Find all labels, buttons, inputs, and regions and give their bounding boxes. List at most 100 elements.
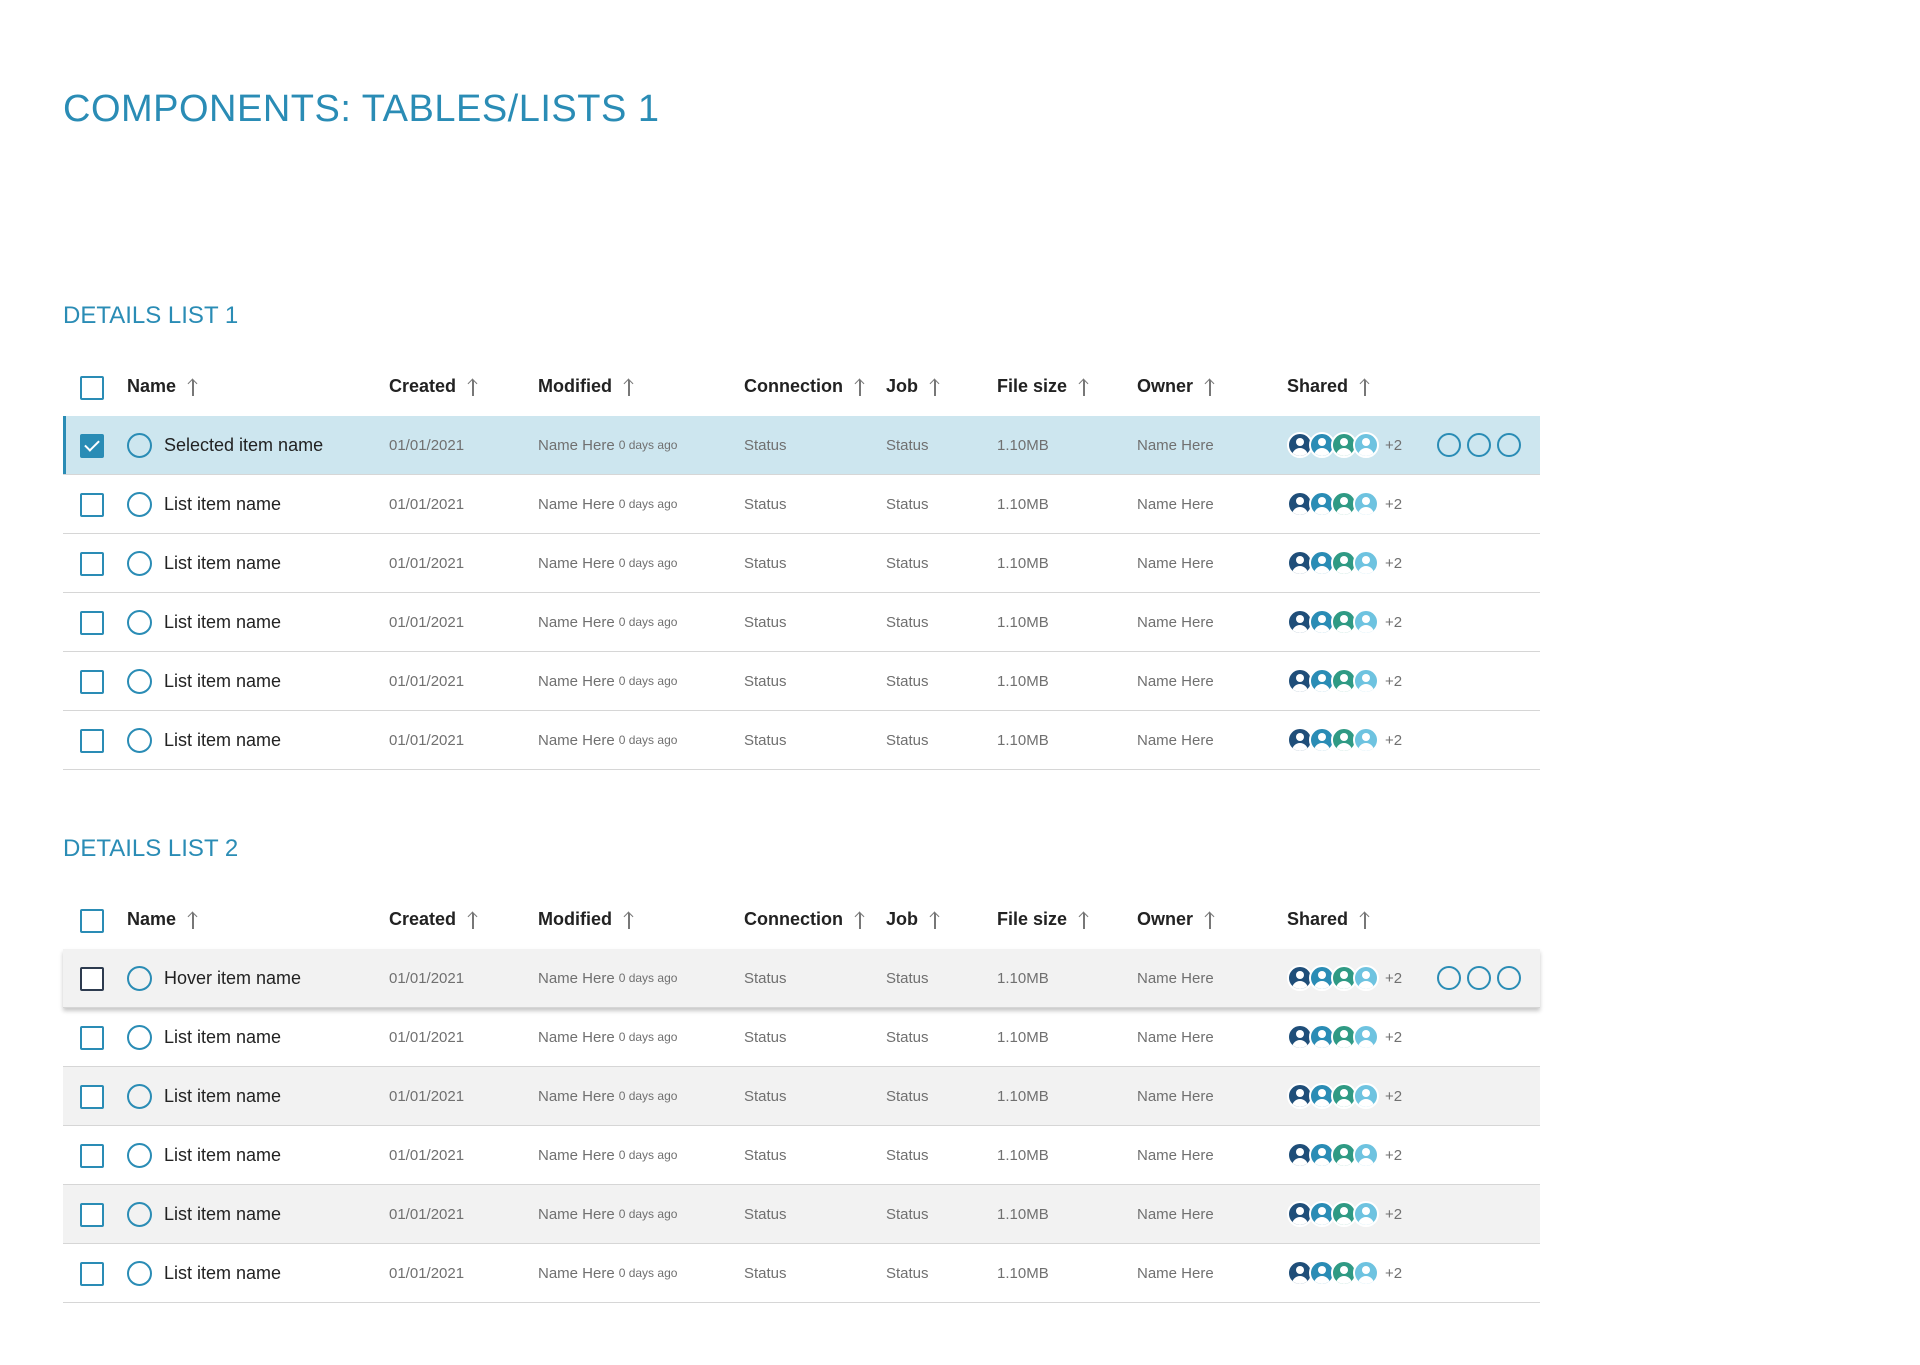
shared-more-count[interactable]: +2 bbox=[1385, 1146, 1403, 1164]
row-radio-icon[interactable] bbox=[127, 966, 152, 991]
sort-arrow-up-icon[interactable] bbox=[1205, 378, 1215, 396]
table-row[interactable]: List item name 01/01/2021 Name Here 0 days … bbox=[63, 1244, 1540, 1303]
sort-arrow-up-icon[interactable] bbox=[624, 911, 634, 929]
item-name[interactable]: List item name bbox=[164, 670, 282, 691]
sort-arrow-up-icon[interactable] bbox=[468, 911, 478, 929]
shared-avatars[interactable] bbox=[1287, 1024, 1379, 1050]
column-header-job[interactable]: Job bbox=[886, 357, 940, 416]
column-header-file-size[interactable]: File size bbox=[997, 357, 1089, 416]
row-radio-icon[interactable] bbox=[127, 492, 152, 517]
shared-more-count[interactable]: +2 bbox=[1385, 969, 1403, 987]
shared-more-count[interactable]: +2 bbox=[1385, 554, 1403, 572]
item-name[interactable]: Hover item name bbox=[164, 967, 302, 988]
shared-avatars[interactable] bbox=[1287, 1201, 1379, 1227]
column-header-created[interactable]: Created bbox=[389, 357, 478, 416]
sort-arrow-up-icon[interactable] bbox=[1079, 378, 1089, 396]
sort-arrow-up-icon[interactable] bbox=[1360, 378, 1370, 396]
shared-more-count[interactable]: +2 bbox=[1385, 1028, 1403, 1046]
shared-avatars[interactable] bbox=[1287, 432, 1379, 458]
table-row[interactable]: List item name 01/01/2021 Name Here 0 days … bbox=[63, 652, 1540, 711]
table-row[interactable]: List item name 01/01/2021 Name Here 0 days … bbox=[63, 534, 1540, 593]
column-header-owner[interactable]: Owner bbox=[1137, 357, 1215, 416]
row-checkbox[interactable] bbox=[80, 1026, 104, 1050]
row-radio-icon[interactable] bbox=[127, 728, 152, 753]
table-row[interactable]: List item name 01/01/2021 Name Here 0 days … bbox=[63, 593, 1540, 652]
item-name[interactable]: Selected item name bbox=[164, 434, 324, 455]
sort-arrow-up-icon[interactable] bbox=[930, 378, 940, 396]
sort-arrow-up-icon[interactable] bbox=[855, 378, 865, 396]
row-checkbox[interactable] bbox=[80, 1144, 104, 1168]
item-name[interactable]: List item name bbox=[164, 552, 282, 573]
row-checkbox[interactable] bbox=[80, 552, 104, 576]
action-circle-icon[interactable] bbox=[1467, 433, 1491, 457]
row-radio-icon[interactable] bbox=[127, 1261, 152, 1286]
column-header-shared[interactable]: Shared bbox=[1287, 357, 1370, 416]
item-name[interactable]: List item name bbox=[164, 1085, 282, 1106]
shared-more-count[interactable]: +2 bbox=[1385, 731, 1403, 749]
sort-arrow-up-icon[interactable] bbox=[855, 911, 865, 929]
shared-avatars[interactable] bbox=[1287, 1083, 1379, 1109]
shared-avatars[interactable] bbox=[1287, 1260, 1379, 1286]
sort-arrow-up-icon[interactable] bbox=[1205, 911, 1215, 929]
row-checkbox[interactable] bbox=[80, 1203, 104, 1227]
column-header-name[interactable]: Name bbox=[127, 357, 198, 416]
table-row[interactable]: Selected item name 01/01/2021 Name Here 0 d… bbox=[63, 416, 1540, 475]
column-header-created[interactable]: Created bbox=[389, 890, 478, 949]
column-header-shared[interactable]: Shared bbox=[1287, 890, 1370, 949]
shared-avatars[interactable] bbox=[1287, 668, 1379, 694]
row-checkbox[interactable] bbox=[80, 1085, 104, 1109]
sort-arrow-up-icon[interactable] bbox=[188, 378, 198, 396]
row-radio-icon[interactable] bbox=[127, 610, 152, 635]
column-header-connection[interactable]: Connection bbox=[744, 357, 865, 416]
item-name[interactable]: List item name bbox=[164, 493, 282, 514]
sort-arrow-up-icon[interactable] bbox=[1079, 911, 1089, 929]
sort-arrow-up-icon[interactable] bbox=[624, 378, 634, 396]
shared-avatars[interactable] bbox=[1287, 550, 1379, 576]
sort-arrow-up-icon[interactable] bbox=[1360, 911, 1370, 929]
row-checkbox[interactable] bbox=[80, 670, 104, 694]
shared-avatars[interactable] bbox=[1287, 727, 1379, 753]
item-name[interactable]: List item name bbox=[164, 1144, 282, 1165]
row-checkbox[interactable] bbox=[80, 611, 104, 635]
shared-avatars[interactable] bbox=[1287, 491, 1379, 517]
shared-avatars[interactable] bbox=[1287, 1142, 1379, 1168]
row-radio-icon[interactable] bbox=[127, 1084, 152, 1109]
shared-more-count[interactable]: +2 bbox=[1385, 1087, 1403, 1105]
row-checkbox[interactable] bbox=[80, 1262, 104, 1286]
action-circle-icon[interactable] bbox=[1497, 433, 1521, 457]
row-radio-icon[interactable] bbox=[127, 1143, 152, 1168]
sort-arrow-up-icon[interactable] bbox=[468, 378, 478, 396]
shared-more-count[interactable]: +2 bbox=[1385, 613, 1403, 631]
row-checkbox[interactable] bbox=[80, 493, 104, 517]
action-circle-icon[interactable] bbox=[1437, 966, 1461, 990]
item-name[interactable]: List item name bbox=[164, 611, 282, 632]
column-header-file-size[interactable]: File size bbox=[997, 890, 1089, 949]
shared-more-count[interactable]: +2 bbox=[1385, 1205, 1403, 1223]
column-header-name[interactable]: Name bbox=[127, 890, 198, 949]
action-circle-icon[interactable] bbox=[1437, 433, 1461, 457]
column-header-modified[interactable]: Modified bbox=[538, 890, 634, 949]
column-header-owner[interactable]: Owner bbox=[1137, 890, 1215, 949]
table-row[interactable]: List item name 01/01/2021 Name Here 0 days … bbox=[63, 1126, 1540, 1185]
shared-more-count[interactable]: +2 bbox=[1385, 495, 1403, 513]
shared-avatars[interactable] bbox=[1287, 609, 1379, 635]
column-header-job[interactable]: Job bbox=[886, 890, 940, 949]
row-radio-icon[interactable] bbox=[127, 669, 152, 694]
row-radio-icon[interactable] bbox=[127, 433, 152, 458]
shared-more-count[interactable]: +2 bbox=[1385, 1264, 1403, 1282]
sort-arrow-up-icon[interactable] bbox=[188, 911, 198, 929]
row-checkbox[interactable] bbox=[80, 729, 104, 753]
item-name[interactable]: List item name bbox=[164, 729, 282, 750]
column-header-modified[interactable]: Modified bbox=[538, 357, 634, 416]
table-row[interactable]: List item name 01/01/2021 Name Here 0 days … bbox=[63, 475, 1540, 534]
row-radio-icon[interactable] bbox=[127, 551, 152, 576]
row-checkbox[interactable] bbox=[80, 967, 104, 991]
action-circle-icon[interactable] bbox=[1497, 966, 1521, 990]
select-all-checkbox[interactable] bbox=[80, 375, 104, 400]
item-name[interactable]: List item name bbox=[164, 1203, 282, 1224]
shared-avatars[interactable] bbox=[1287, 965, 1379, 991]
item-name[interactable]: List item name bbox=[164, 1262, 282, 1283]
table-row[interactable]: List item name 01/01/2021 Name Here 0 days … bbox=[63, 1008, 1540, 1067]
action-circle-icon[interactable] bbox=[1467, 966, 1491, 990]
row-checkbox[interactable] bbox=[80, 434, 104, 458]
